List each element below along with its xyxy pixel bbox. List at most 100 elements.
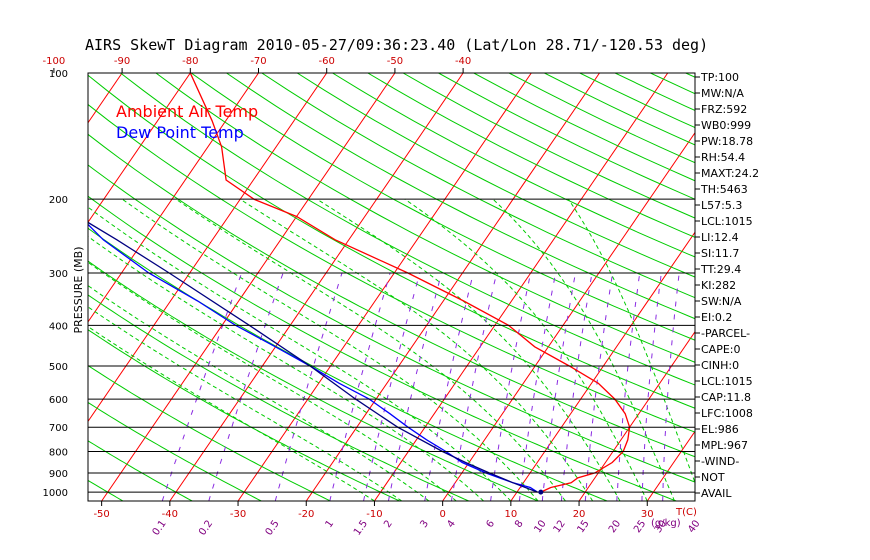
bottom-temp-tick-label: 30: [641, 509, 654, 520]
dry-adiabat-line: [332, 73, 695, 258]
top-temp-tick-label: -80: [182, 56, 198, 67]
pressure-tick-label: 700: [49, 423, 68, 434]
mixing-ratio-line: [641, 272, 662, 501]
index-entry: -PARCEL-: [701, 327, 750, 340]
top-temp-tick-label: -50: [387, 56, 403, 67]
index-entry: NOT: [701, 471, 725, 484]
dry-adiabat-line: [88, 479, 124, 501]
mixing-ratio-label: 1.5: [352, 518, 370, 537]
index-entry: TP:100: [700, 71, 739, 84]
dry-adiabat-line: [226, 73, 695, 320]
mixing-ratio-label: 40: [686, 518, 702, 535]
pressure-tick-label: 1000: [43, 488, 68, 499]
mixing-ratio-line: [490, 272, 532, 501]
mixing-ratio-line: [208, 272, 284, 501]
moist-adiabat-line: [88, 206, 512, 501]
pressure-tick-label: 600: [49, 395, 68, 406]
index-entry: MW:N/A: [701, 87, 744, 100]
isotherm-line: [88, 73, 191, 224]
dry-adiabat-line: [88, 365, 331, 501]
mixing-ratio-label: 25: [632, 518, 648, 535]
isotherm-line: [510, 231, 695, 501]
mixing-ratio-label: 0.2: [197, 518, 215, 537]
x-axis-label: T(C): [675, 507, 697, 518]
bottom-temp-tick-label: 20: [573, 509, 586, 520]
mixing-ratio-label: 2: [382, 518, 395, 530]
isotherm-line: [101, 73, 396, 501]
mixing-ratio-line: [387, 272, 442, 501]
dry-adiabat-line: [650, 73, 695, 95]
moist-adiabat-line: [175, 198, 566, 501]
legend: Ambient Air Temp Dew Point Temp: [116, 102, 258, 142]
dry-adiabat-line: [508, 73, 695, 164]
mixing-ratio-label: 3: [418, 518, 431, 530]
mixing-ratio-label: 0.5: [264, 518, 282, 537]
surface-point: [538, 489, 544, 495]
top-temp-tick-label: -100: [43, 56, 66, 67]
bottom-temp-tick-label: -30: [230, 509, 246, 520]
top-temp-tick-label: -70: [250, 56, 266, 67]
mixing-ratio-line: [424, 272, 474, 501]
bottom-temp-tick-label: -50: [93, 509, 109, 520]
pressure-tick-label: 500: [49, 362, 68, 373]
moist-adiabat-line: [122, 198, 539, 501]
moist-adiabat-line: [404, 198, 648, 501]
mixing-ratio-label: 15: [575, 518, 591, 535]
dry-adiabat-line: [88, 227, 608, 501]
index-entry: TH:5463: [700, 183, 748, 196]
index-entry: SW:N/A: [701, 295, 742, 308]
bottom-temp-tick-label: -20: [298, 509, 314, 520]
mixing-ratio-label: 4: [445, 518, 458, 530]
mixing-ratio-label: 0.1: [151, 518, 169, 537]
dry-adiabat-line: [88, 294, 469, 501]
top-temp-tick-label: -60: [319, 56, 335, 67]
isotherm-line: [237, 73, 532, 501]
pressure-tick-label: 100: [49, 69, 68, 80]
mixing-ratio-line: [662, 272, 680, 501]
moist-adiabat-line: [88, 235, 484, 501]
isotherm-line: [88, 73, 123, 124]
index-entry: MAXT:24.2: [701, 167, 759, 180]
index-entry: LI:12.4: [701, 231, 739, 244]
pressure-tick-label: 300: [49, 269, 68, 280]
isotherm-line: [88, 73, 259, 323]
index-entry: PW:18.78: [701, 135, 753, 148]
dry-adiabat-line: [88, 195, 677, 501]
mixing-ratio-label: 1: [324, 518, 337, 530]
index-entry: MPL:967: [701, 439, 748, 452]
mixing-ratio-line: [616, 272, 641, 501]
index-entry: EL:986: [701, 423, 739, 436]
index-entry: CAP:11.8: [701, 391, 751, 404]
pressure-tick-label: 900: [49, 469, 68, 480]
index-entry: L57:5.3: [701, 199, 742, 212]
mixing-ratio-line: [518, 272, 557, 501]
bottom-temp-tick-label: -40: [162, 509, 178, 520]
mixing-ratio-line: [541, 272, 576, 501]
dry-adiabat-line: [120, 73, 695, 386]
indices-panel: TP:100 MW:N/A FRZ:592 WB0:999 PW:18.78 RH:54.…: [695, 71, 759, 500]
dry-adiabat-line: [88, 164, 695, 483]
pressure-tick-label: 200: [49, 195, 68, 206]
dry-adiabat-line: [88, 133, 695, 458]
index-entry: TT:29.4: [700, 263, 741, 276]
dry-adiabat-line: [402, 73, 695, 219]
mixing-ratio-line: [560, 272, 593, 501]
mixing-ratio-line: [584, 272, 614, 501]
mixing-ratio-label: 10: [532, 518, 548, 535]
mixing-ratio-label: 8: [513, 518, 526, 530]
plot-area: [88, 73, 870, 501]
top-temp-tick-label: -90: [114, 56, 130, 67]
mixing-ratio-line: [329, 272, 391, 501]
index-entry: LFC:1008: [701, 407, 753, 420]
dry-adiabat-line: [190, 73, 695, 341]
isotherm-line: [784, 73, 870, 501]
mixing-ratio-line: [161, 272, 243, 501]
dew-point-temp-line: [88, 223, 538, 493]
mixing-ratio-label: 6: [484, 518, 497, 530]
mixing-ratio-label: 12: [552, 518, 568, 535]
index-entry: RH:54.4: [701, 151, 745, 164]
moist-adiabat-line: [88, 325, 375, 501]
index-entry: LCL:1015: [701, 215, 753, 228]
index-entry: CINH:0: [701, 359, 739, 372]
